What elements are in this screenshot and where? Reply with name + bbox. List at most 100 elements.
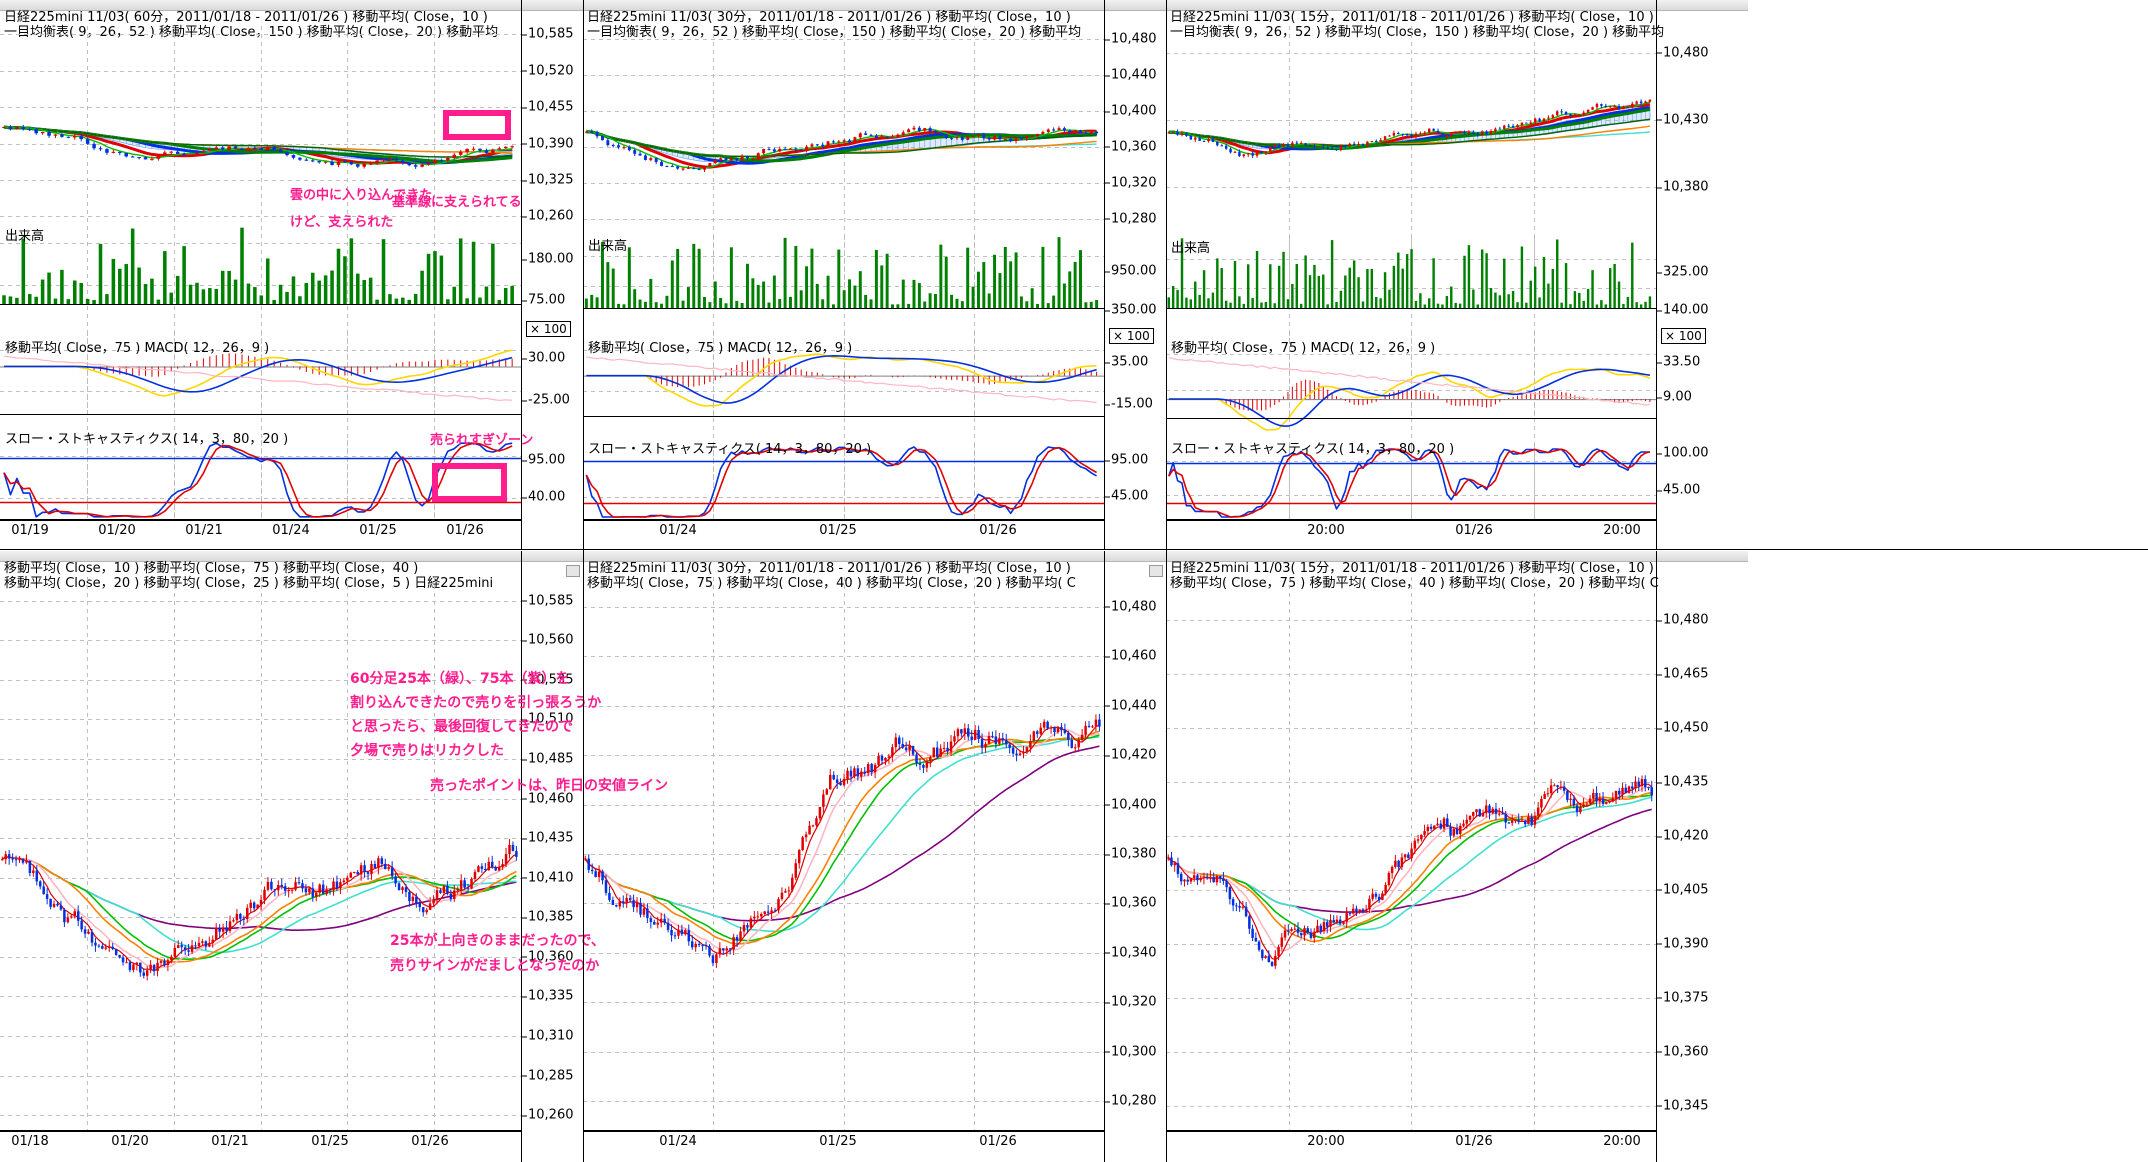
highlight-rect-oversold [432, 463, 507, 502]
axis-tick: 325.00 [1657, 264, 1709, 280]
axis-tick: 10,280 [1105, 1093, 1157, 1109]
panel-titlebar[interactable] [0, 551, 583, 562]
panel-titlebar[interactable] [1166, 0, 1748, 11]
x-axis-label: 01/25 [311, 1134, 349, 1149]
scroll-nub-icon[interactable] [566, 565, 580, 577]
axis-tick: 10,260 [522, 1107, 574, 1123]
axis-tick: 10,360 [1657, 1044, 1709, 1060]
axis-tick: 10,435 [522, 830, 574, 846]
axis-tick: 10,360 [1105, 895, 1157, 911]
axis-tick: -15.00 [1105, 396, 1153, 412]
panel-header-line2: 一目均衡表( 9，26，52 ) 移動平均( Close，150 ) 移動平均(… [587, 25, 1082, 40]
volume-title: 出来高 [1171, 241, 1211, 256]
stoch-title: スロー・ストキャスティクス( 14，3，80，20 ) [588, 442, 872, 457]
axis-tick: 95.00 [521, 452, 566, 468]
chart-panel-15min[interactable]: 日経225mini 11/03( 15分，2011/01/18 - 2011/0… [1166, 0, 1748, 549]
price-axis-60min[interactable]: 10,585 10,520 10,455 10,390 10,325 10,260 180.… [521, 0, 584, 549]
price-axis-15min[interactable]: 10,480 10,430 10,380 325.00 140.00 × 100 33.50… [1656, 0, 1749, 549]
panel-header-line2: 移動平均( Close，75 ) 移動平均( Close，40 ) 移動平均( … [1170, 576, 1659, 591]
panel-titlebar[interactable] [583, 0, 1166, 11]
chart-panel-ma-60min[interactable]: 移動平均( Close，10 ) 移動平均( Close，75 ) 移動平均( … [0, 551, 583, 1162]
x-axis-line [1166, 1130, 1656, 1132]
multiplier-badge: × 100 [526, 321, 571, 337]
x-axis-label: 01/19 [11, 523, 49, 538]
axis-tick: 10,420 [1105, 747, 1157, 763]
axis-tick: 10,460 [1105, 648, 1157, 664]
volume-title: 出来高 [588, 239, 628, 254]
price-axis-30min[interactable]: 10,480 10,440 10,400 10,360 10,320 10,280 950.… [1104, 0, 1167, 549]
chart-panel-ma-15min[interactable]: 日経225mini 11/03( 15分，2011/01/18 - 2011/0… [1166, 551, 1748, 1162]
panel-header-line2: 一目均衡表( 9，26，52 ) 移動平均( Close，150 ) 移動平均(… [4, 25, 499, 40]
plot-area-15min[interactable] [1166, 26, 1656, 520]
panel-titlebar[interactable] [0, 0, 583, 11]
axis-tick: 10,485 [522, 751, 574, 767]
x-axis-label: 01/20 [111, 1134, 149, 1149]
axis-tick: 10,320 [1105, 994, 1157, 1010]
x-axis-label: 01/24 [659, 1134, 697, 1149]
axis-tick: 10,260 [522, 208, 574, 224]
chart-annotation: 割り込んできたので売りを引っ張ろうか [350, 695, 602, 711]
panel-header-line2: 移動平均( Close，75 ) 移動平均( Close，40 ) 移動平均( … [587, 576, 1076, 591]
axis-tick: 10,480 [1657, 45, 1709, 61]
axis-tick: 100.00 [1657, 445, 1709, 461]
x-axis-label: 01/26 [1455, 523, 1493, 538]
axis-tick: 140.00 [1657, 302, 1709, 318]
axis-tick: 10,450 [1657, 720, 1709, 736]
axis-tick: 350.00 [1105, 302, 1157, 318]
volume-title: 出来高 [5, 229, 45, 244]
axis-tick: 10,300 [1105, 1044, 1157, 1060]
chart-annotation: 基準線に支えられてる [392, 195, 522, 210]
axis-tick: 10,400 [1105, 797, 1157, 813]
stoch-title: スロー・ストキャスティクス( 14，3，80，20 ) [1171, 442, 1455, 457]
chart-panel-ma-30min[interactable]: 日経225mini 11/03( 30分，2011/01/18 - 2011/0… [583, 551, 1166, 1162]
axis-tick: 10,460 [522, 791, 574, 807]
panel-titlebar[interactable] [583, 551, 1166, 562]
macd-title: 移動平均( Close，75 ) MACD( 12，26，9 ) [1171, 341, 1436, 356]
axis-tick: 180.00 [522, 251, 574, 267]
x-axis-label: 20:00 [1603, 523, 1641, 538]
chart-panel-30min[interactable]: 日経225mini 11/03( 30分，2011/01/18 - 2011/0… [583, 0, 1657, 549]
panel-header-line1: 日経225mini 11/03( 15分，2011/01/18 - 2011/0… [1170, 10, 1654, 25]
x-axis-label: 01/25 [819, 1134, 857, 1149]
axis-tick: 10,380 [1657, 179, 1709, 195]
plot-area-ma-60min[interactable] [0, 577, 521, 1131]
x-axis-line [583, 519, 1104, 521]
macd-title: 移動平均( Close，75 ) MACD( 12，26，9 ) [588, 341, 853, 356]
x-axis-label: 20:00 [1307, 1134, 1345, 1149]
chart-annotation: 雲の中に入り込んできた [290, 188, 433, 203]
plot-area-ma-15min[interactable] [1166, 577, 1656, 1131]
axis-tick: 10,390 [522, 136, 574, 152]
axis-tick: 10,310 [522, 1028, 574, 1044]
panel-header-line2: 一目均衡表( 9，26，52 ) 移動平均( Close，150 ) 移動平均(… [1170, 25, 1665, 40]
panel-titlebar[interactable] [1166, 551, 1748, 562]
axis-tick: 10,435 [1657, 774, 1709, 790]
chart-annotation: けど、支えられた [290, 215, 394, 230]
price-axis-ma-60min[interactable]: 10,585 10,560 10,535 10,510 10,485 10,460 10,4… [521, 551, 584, 1162]
price-axis-ma-30min[interactable]: 10,480 10,460 10,440 10,420 10,400 10,380 10,3… [1104, 551, 1167, 1162]
chart-annotation: 25本が上向きのままだったので、 [390, 933, 605, 949]
axis-tick: 10,480 [1105, 31, 1157, 47]
plot-area-30min[interactable] [583, 26, 1104, 520]
panel-header-line1: 日経225mini 11/03( 30分，2011/01/18 - 2011/0… [587, 10, 1071, 25]
x-axis-label: 01/24 [659, 523, 697, 538]
price-axis-ma-15min[interactable]: 10,480 10,465 10,450 10,435 10,420 10,405 10,3… [1656, 551, 1749, 1162]
scroll-nub-icon[interactable] [1149, 565, 1163, 577]
axis-tick: 10,285 [522, 1068, 574, 1084]
axis-tick: 10,385 [522, 909, 574, 925]
panel-header-line1: 日経225mini 11/03( 15分，2011/01/18 - 2011/0… [1170, 561, 1654, 576]
x-axis-label: 20:00 [1603, 1134, 1641, 1149]
x-axis-label: 01/26 [411, 1134, 449, 1149]
axis-tick: 950.00 [1105, 263, 1157, 279]
axis-tick: 10,390 [1657, 936, 1709, 952]
axis-tick: 10,455 [522, 99, 574, 115]
chart-annotation: 売られすぎゾーン [430, 433, 534, 448]
axis-tick: 10,440 [1105, 698, 1157, 714]
panel-divider-vertical-2 [1166, 0, 1167, 1162]
chart-panel-60min[interactable]: 日経225mini 11/03( 60分，2011/01/18 - 2011/0… [0, 0, 583, 549]
plot-area-60min[interactable] [0, 26, 521, 520]
axis-tick: 10,375 [1657, 990, 1709, 1006]
x-axis-label: 01/21 [185, 523, 223, 538]
plot-area-ma-30min[interactable] [583, 577, 1104, 1131]
axis-tick: 33.50 [1656, 354, 1701, 370]
x-axis-label: 01/18 [11, 1134, 49, 1149]
